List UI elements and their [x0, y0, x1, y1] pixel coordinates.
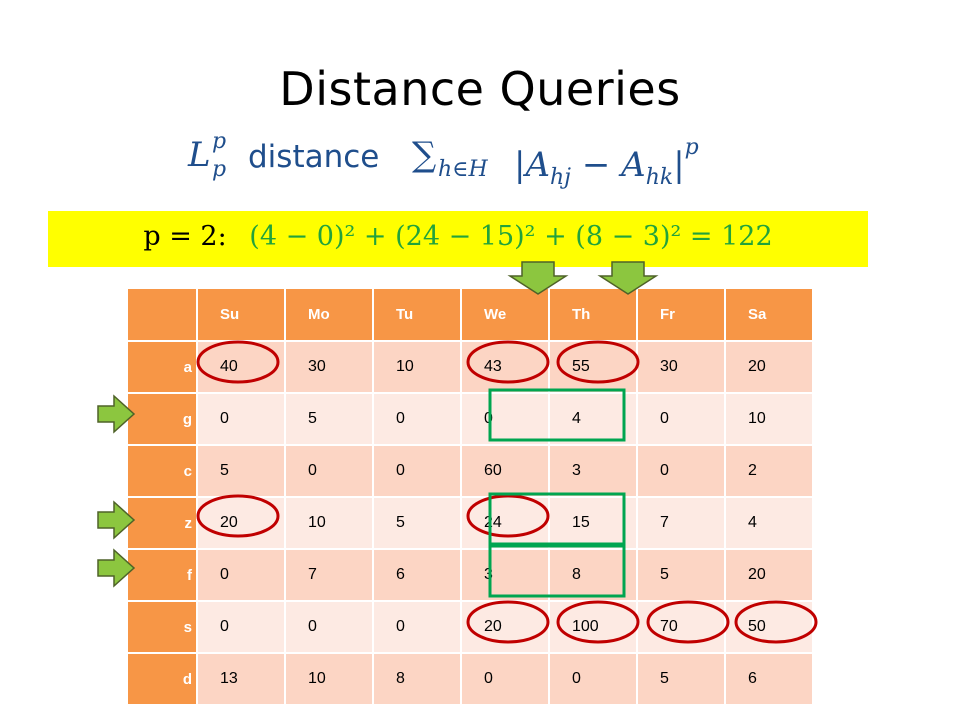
table-cell: 4 [548, 392, 638, 446]
table-cell: 2 [724, 444, 814, 498]
equation-prefix: p = 2: [143, 221, 227, 252]
table-cell: 7 [284, 548, 374, 602]
header-row: Su Mo Tu We Th Fr Sa [126, 287, 814, 342]
sum-symbol: ∑ h∈H [412, 135, 488, 182]
table-cell: 20 [724, 340, 814, 394]
table-cell: 20 [460, 600, 550, 654]
corner-cell [126, 287, 198, 342]
table-cell: 50 [724, 600, 814, 654]
table-cell: 55 [548, 340, 638, 394]
table-cell: 0 [372, 600, 462, 654]
table-cell: 0 [636, 444, 726, 498]
table-cell: 60 [460, 444, 550, 498]
table-row: s 0 0 0 20 100 70 50 [126, 600, 814, 654]
table-cell: 6 [372, 548, 462, 602]
row-label: z [126, 496, 198, 550]
column-header: Fr [636, 287, 726, 342]
row-label: g [126, 392, 198, 446]
formula-word: distance [248, 139, 380, 175]
table-row: f 0 7 6 3 8 5 20 [126, 548, 814, 602]
table-cell: 10 [724, 392, 814, 446]
table-cell: 0 [460, 392, 550, 446]
table-row: c 5 0 0 60 3 0 2 [126, 444, 814, 498]
table-cell: 5 [636, 548, 726, 602]
lp-symbol: L p p [188, 129, 227, 182]
formula-body: |Ahj − Ahk|p [514, 135, 699, 190]
table-cell: 100 [548, 600, 638, 654]
table-cell: 10 [284, 496, 374, 550]
row-label: a [126, 340, 198, 394]
table-row: g 0 5 0 0 4 0 10 [126, 392, 814, 446]
table-row: a 40 30 10 43 55 30 20 [126, 340, 814, 394]
column-header: Th [548, 287, 638, 342]
table-cell: 5 [196, 444, 286, 498]
table-cell: 5 [372, 496, 462, 550]
column-header: Tu [372, 287, 462, 342]
table-cell: 0 [284, 600, 374, 654]
table-cell: 0 [196, 392, 286, 446]
table-cell: 70 [636, 600, 726, 654]
table-cell: 5 [636, 652, 726, 706]
column-header: We [460, 287, 550, 342]
table-cell: 6 [724, 652, 814, 706]
table-cell: 20 [724, 548, 814, 602]
table-cell: 24 [460, 496, 550, 550]
table-cell: 3 [548, 444, 638, 498]
equation-highlight: p = 2: (4 − 0)² + (24 − 15)² + (8 − 3)² … [48, 211, 868, 267]
table-cell: 5 [284, 392, 374, 446]
data-table: Su Mo Tu We Th Fr Sa a 40 30 10 43 55 30 20 g 0 5 0 0 4 0 10 c… [126, 287, 814, 706]
table-cell: 0 [372, 392, 462, 446]
row-label: c [126, 444, 198, 498]
table-row: z 20 10 5 24 15 7 4 [126, 496, 814, 550]
table-cell: 3 [460, 548, 550, 602]
table-cell: 0 [372, 444, 462, 498]
row-label: f [126, 548, 198, 602]
table-row: d 13 10 8 0 0 5 6 [126, 652, 814, 706]
column-header: Sa [724, 287, 814, 342]
table-cell: 0 [548, 652, 638, 706]
table-cell: 30 [284, 340, 374, 394]
table-cell: 43 [460, 340, 550, 394]
table-cell: 30 [636, 340, 726, 394]
page-title: Distance Queries [279, 62, 681, 116]
table-cell: 40 [196, 340, 286, 394]
table-cell: 15 [548, 496, 638, 550]
table-cell: 20 [196, 496, 286, 550]
table-cell: 13 [196, 652, 286, 706]
column-header: Mo [284, 287, 374, 342]
table-cell: 4 [724, 496, 814, 550]
table-cell: 7 [636, 496, 726, 550]
table-cell: 0 [284, 444, 374, 498]
table-cell: 10 [372, 340, 462, 394]
table-cell: 8 [372, 652, 462, 706]
column-header: Su [196, 287, 286, 342]
table-body: a 40 30 10 43 55 30 20 g 0 5 0 0 4 0 10 c 5 0 0 60 3 0 2 z 20 10 5 2… [126, 340, 814, 706]
table-cell: 0 [636, 392, 726, 446]
row-label: d [126, 652, 198, 706]
table-cell: 0 [196, 600, 286, 654]
table-cell: 0 [196, 548, 286, 602]
row-label: s [126, 600, 198, 654]
equation-expression: (4 − 0)² + (24 − 15)² + (8 − 3)² = 122 [249, 221, 773, 252]
table-cell: 8 [548, 548, 638, 602]
table-cell: 10 [284, 652, 374, 706]
table-cell: 0 [460, 652, 550, 706]
